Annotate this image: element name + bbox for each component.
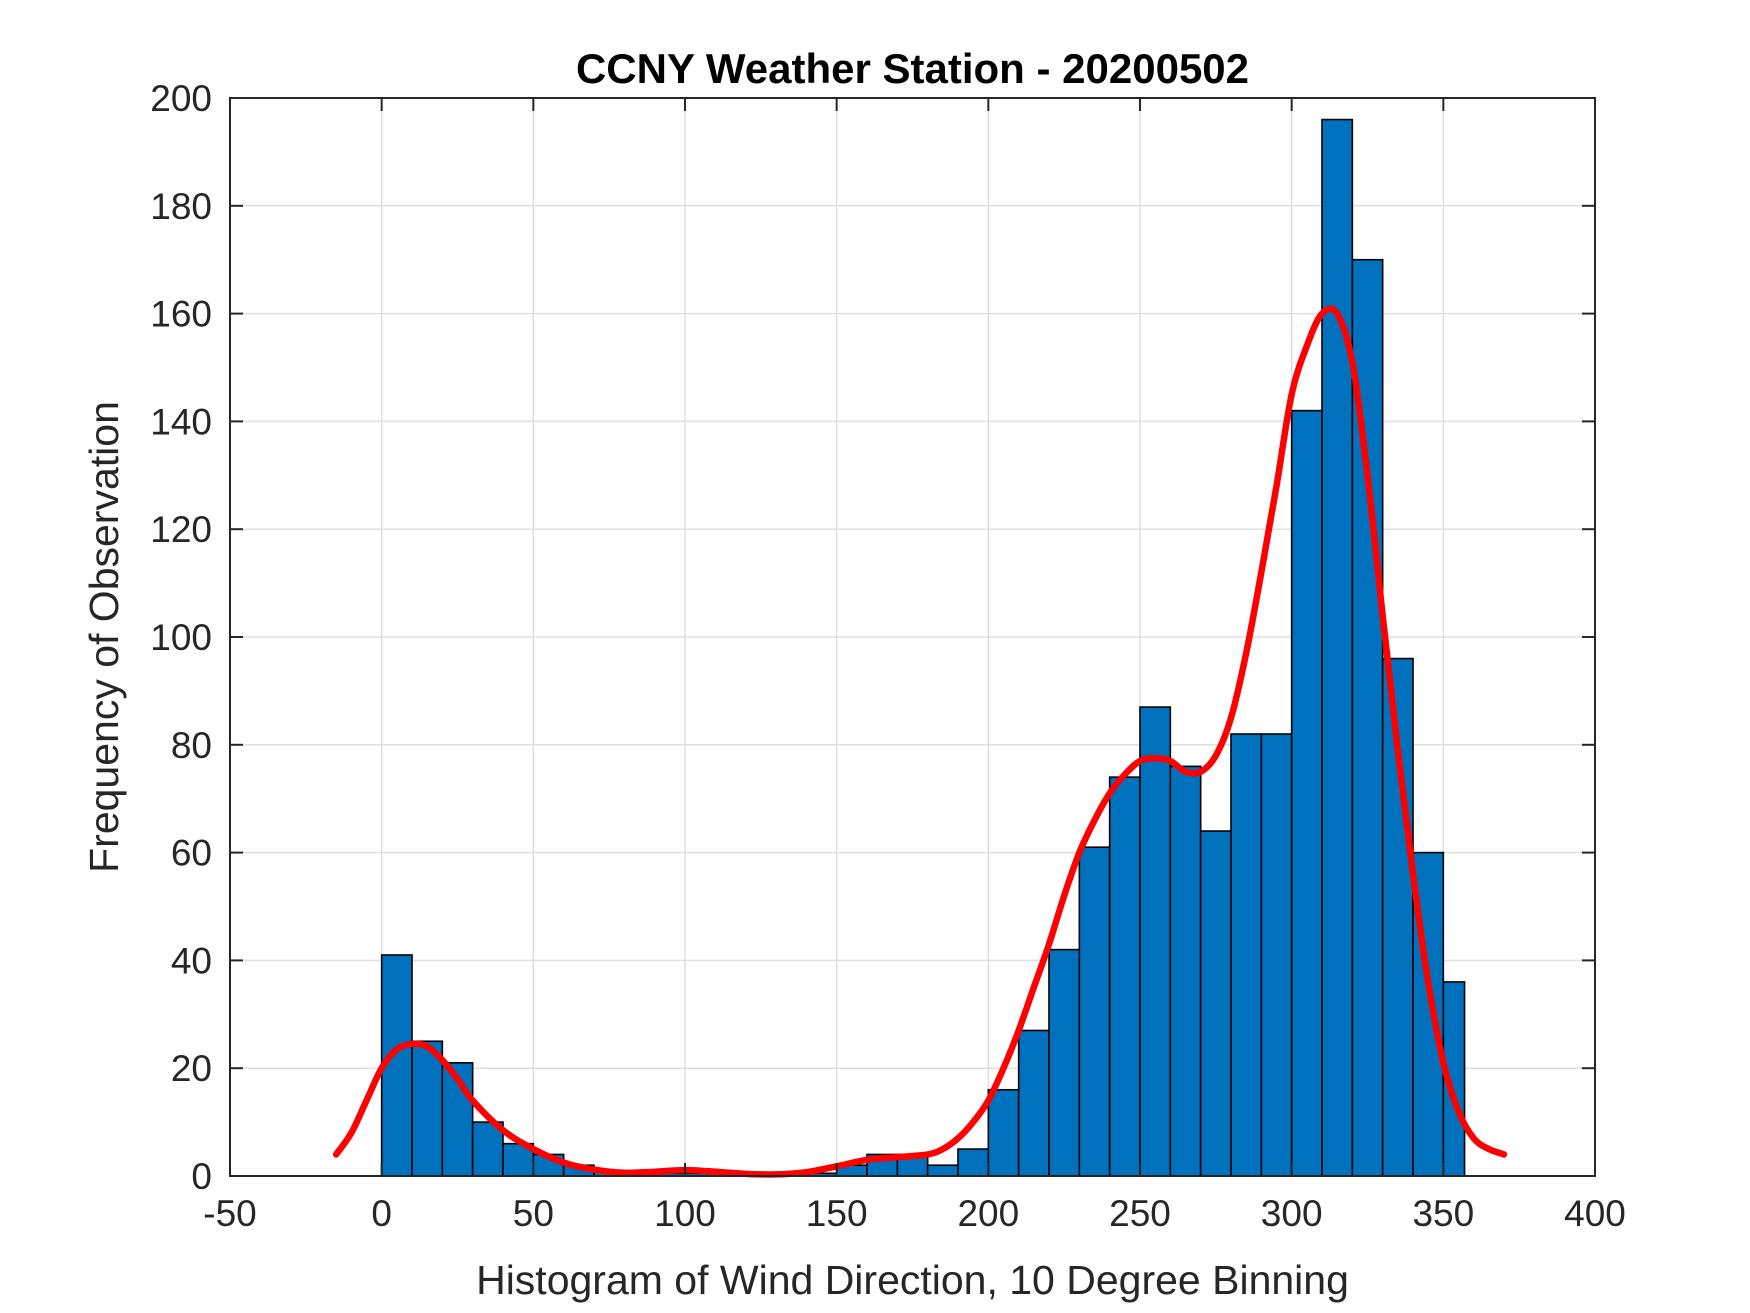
histogram-bar	[1017, 1029, 1050, 1177]
histogram-bar	[1199, 830, 1232, 1177]
histogram-bar	[411, 1040, 444, 1177]
y-tick-label: 100	[150, 617, 212, 658]
x-tick-label: 150	[806, 1193, 868, 1234]
y-tick-label: 0	[191, 1156, 212, 1197]
histogram-bar	[1230, 733, 1263, 1177]
histogram-bar	[1169, 765, 1202, 1177]
histogram-bar	[1078, 846, 1111, 1177]
y-tick-label: 120	[150, 509, 212, 550]
y-tick-label: 140	[150, 401, 212, 442]
histogram-bar	[1048, 948, 1081, 1177]
axis-ticks	[229, 97, 1596, 1177]
histogram-bar	[1260, 733, 1293, 1177]
x-tick-label: 200	[957, 1193, 1019, 1234]
y-tick-label: 80	[171, 725, 212, 766]
x-tick-label: 100	[654, 1193, 716, 1234]
chart-title: CCNY Weather Station - 20200502	[576, 45, 1249, 92]
y-tick-labels: 0 20 40 60 80 100 120 140 160 180 200	[150, 78, 212, 1197]
histogram-bars	[380, 118, 1466, 1177]
x-tick-label: -50	[203, 1193, 256, 1234]
x-axis-label: Histogram of Wind Direction, 10 Degree B…	[476, 1257, 1349, 1303]
x-tick-label: 400	[1564, 1193, 1626, 1234]
x-tick-label: 300	[1261, 1193, 1323, 1234]
histogram-bar	[1321, 118, 1354, 1177]
x-tick-label: 350	[1412, 1193, 1474, 1234]
histogram-bar	[987, 1088, 1020, 1177]
histogram-bar	[1290, 409, 1323, 1177]
x-tick-label: 50	[513, 1193, 554, 1234]
y-axis-label: Frequency of Observation	[81, 401, 127, 873]
histogram-bar	[957, 1148, 990, 1177]
histogram-bar	[926, 1164, 959, 1177]
histogram-bar	[471, 1121, 504, 1177]
x-tick-label: 0	[371, 1193, 392, 1234]
histogram-bar	[1108, 776, 1141, 1177]
y-tick-label: 180	[150, 186, 212, 227]
y-tick-label: 20	[171, 1048, 212, 1089]
distribution-fit-curve	[332, 305, 1508, 1178]
y-tick-label: 40	[171, 940, 212, 981]
y-tick-label: 60	[171, 833, 212, 874]
x-tick-label: 250	[1109, 1193, 1171, 1234]
x-tick-labels: -50 0 50 100 150 200 250 300 350 400	[203, 1193, 1626, 1234]
histogram-bar	[1139, 706, 1172, 1177]
y-tick-label: 200	[150, 78, 212, 119]
y-tick-label: 160	[150, 294, 212, 335]
